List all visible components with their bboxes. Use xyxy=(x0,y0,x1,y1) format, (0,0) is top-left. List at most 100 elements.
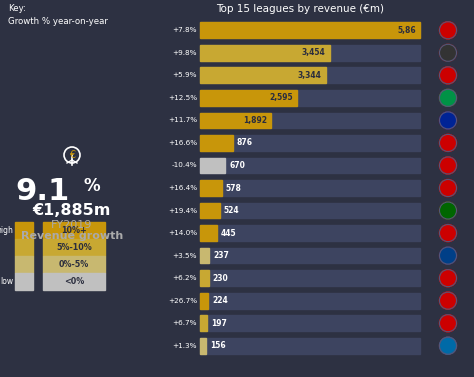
Circle shape xyxy=(439,89,456,106)
Bar xyxy=(43,222,105,239)
Circle shape xyxy=(439,135,456,152)
Text: +11.7%: +11.7% xyxy=(168,117,197,123)
Bar xyxy=(200,22,420,38)
Bar xyxy=(15,273,33,290)
Circle shape xyxy=(439,202,456,219)
Bar xyxy=(200,338,206,354)
Circle shape xyxy=(439,135,456,152)
Circle shape xyxy=(439,337,456,354)
Circle shape xyxy=(439,22,456,39)
Bar xyxy=(200,135,233,151)
Bar xyxy=(200,112,271,128)
Circle shape xyxy=(439,22,456,39)
Circle shape xyxy=(439,225,456,242)
Text: 2,595: 2,595 xyxy=(270,93,293,103)
Text: +5.9%: +5.9% xyxy=(173,72,197,78)
Bar xyxy=(200,67,420,83)
Text: 876: 876 xyxy=(237,138,253,147)
Text: 10%+: 10%+ xyxy=(61,226,87,235)
Text: %: % xyxy=(84,177,100,195)
Text: 0%-5%: 0%-5% xyxy=(59,260,89,269)
Text: 3,344: 3,344 xyxy=(298,71,321,80)
Text: 197: 197 xyxy=(211,319,227,328)
Bar xyxy=(200,45,330,61)
Text: Revenue growth: Revenue growth xyxy=(21,231,123,241)
Text: <0%: <0% xyxy=(64,277,84,286)
Text: 670: 670 xyxy=(229,161,245,170)
Circle shape xyxy=(439,157,456,174)
Text: +6.2%: +6.2% xyxy=(173,275,197,281)
Circle shape xyxy=(439,157,456,174)
Bar xyxy=(15,222,33,239)
Text: +1.3%: +1.3% xyxy=(173,343,197,349)
Bar xyxy=(200,293,420,308)
Bar xyxy=(200,270,420,286)
Text: €1,885m: €1,885m xyxy=(33,203,111,218)
Text: 156: 156 xyxy=(210,341,226,350)
Bar xyxy=(200,315,420,331)
Circle shape xyxy=(439,179,456,196)
Bar xyxy=(15,256,33,273)
Text: +14.0%: +14.0% xyxy=(168,230,197,236)
Text: +16.6%: +16.6% xyxy=(168,140,197,146)
Text: -10.4%: -10.4% xyxy=(172,162,197,169)
Bar xyxy=(200,338,420,354)
Text: +9.8%: +9.8% xyxy=(173,50,197,56)
Text: +12.5%: +12.5% xyxy=(168,95,197,101)
Text: 237: 237 xyxy=(213,251,229,260)
Circle shape xyxy=(439,292,456,309)
Circle shape xyxy=(439,292,456,309)
Text: 5%-10%: 5%-10% xyxy=(56,243,92,252)
Text: 9.1: 9.1 xyxy=(16,177,70,206)
Text: 524: 524 xyxy=(224,206,239,215)
Bar xyxy=(200,203,420,218)
Text: high: high xyxy=(0,226,13,235)
Text: 3,454: 3,454 xyxy=(302,48,326,57)
Text: Key:
Growth % year-on-year: Key: Growth % year-on-year xyxy=(8,4,108,26)
Circle shape xyxy=(439,247,456,264)
Bar xyxy=(43,256,105,273)
Bar xyxy=(200,22,420,38)
Circle shape xyxy=(439,112,456,129)
Circle shape xyxy=(439,202,456,219)
Bar xyxy=(43,273,105,290)
Text: FY2019: FY2019 xyxy=(51,220,93,230)
Text: 578: 578 xyxy=(226,184,242,193)
Bar xyxy=(200,180,222,196)
Text: 445: 445 xyxy=(221,228,237,238)
Bar xyxy=(200,158,420,173)
Bar xyxy=(15,239,33,256)
Bar xyxy=(200,90,420,106)
Circle shape xyxy=(439,337,456,354)
Bar xyxy=(200,315,208,331)
Text: 1,892: 1,892 xyxy=(243,116,267,125)
Circle shape xyxy=(439,270,456,287)
Bar xyxy=(43,239,105,256)
Text: 5,86: 5,86 xyxy=(397,26,416,35)
Bar xyxy=(200,67,326,83)
Circle shape xyxy=(439,44,456,61)
Bar xyxy=(200,45,420,61)
Text: +6.7%: +6.7% xyxy=(173,320,197,326)
Circle shape xyxy=(439,67,456,84)
Bar xyxy=(200,203,219,218)
Text: 224: 224 xyxy=(212,296,228,305)
Text: +19.4%: +19.4% xyxy=(168,207,197,213)
Bar xyxy=(200,248,209,264)
Bar xyxy=(200,293,209,308)
Bar xyxy=(200,248,420,264)
Text: +3.5%: +3.5% xyxy=(173,253,197,259)
Text: Top 15 leagues by revenue (€m): Top 15 leagues by revenue (€m) xyxy=(216,4,384,14)
Text: 230: 230 xyxy=(213,274,228,283)
Bar xyxy=(200,90,297,106)
Text: +7.8%: +7.8% xyxy=(173,27,197,33)
Circle shape xyxy=(439,247,456,264)
Bar xyxy=(200,112,420,128)
Bar xyxy=(200,135,420,151)
Text: +16.4%: +16.4% xyxy=(168,185,197,191)
Circle shape xyxy=(439,112,456,129)
Circle shape xyxy=(439,225,456,242)
Text: +26.7%: +26.7% xyxy=(168,298,197,303)
Circle shape xyxy=(439,179,456,196)
Bar xyxy=(200,180,420,196)
